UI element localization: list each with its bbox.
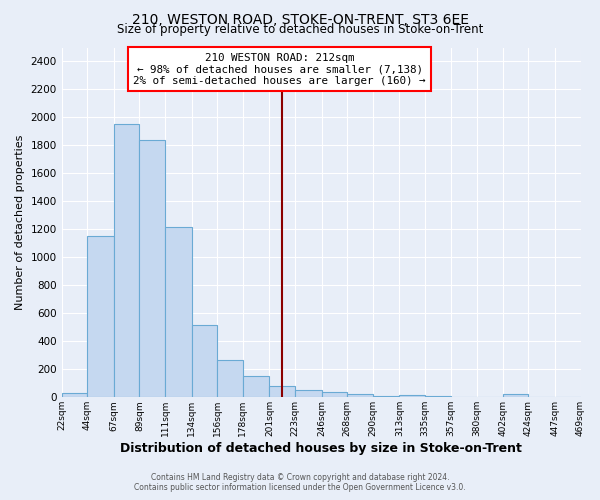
Bar: [503, 394, 528, 398]
Bar: [295, 390, 322, 398]
Bar: [425, 396, 451, 398]
Bar: [322, 392, 347, 398]
Bar: [269, 386, 295, 398]
Bar: [191, 324, 217, 398]
Bar: [165, 226, 191, 398]
Bar: [347, 394, 373, 398]
Text: 210 WESTON ROAD: 212sqm
← 98% of detached houses are smaller (7,138)
2% of semi-: 210 WESTON ROAD: 212sqm ← 98% of detache…: [133, 52, 426, 86]
Text: Size of property relative to detached houses in Stoke-on-Trent: Size of property relative to detached ho…: [117, 22, 483, 36]
Bar: [528, 396, 555, 398]
X-axis label: Distribution of detached houses by size in Stoke-on-Trent: Distribution of detached houses by size …: [120, 442, 522, 455]
Bar: [139, 140, 165, 398]
Y-axis label: Number of detached properties: Number of detached properties: [15, 134, 25, 310]
Bar: [243, 376, 269, 398]
Bar: [400, 395, 425, 398]
Bar: [62, 393, 87, 398]
Bar: [114, 124, 139, 398]
Text: Contains HM Land Registry data © Crown copyright and database right 2024.
Contai: Contains HM Land Registry data © Crown c…: [134, 473, 466, 492]
Bar: [87, 236, 114, 398]
Bar: [451, 396, 477, 398]
Bar: [217, 360, 243, 398]
Text: 210, WESTON ROAD, STOKE-ON-TRENT, ST3 6EE: 210, WESTON ROAD, STOKE-ON-TRENT, ST3 6E…: [131, 12, 469, 26]
Bar: [373, 396, 400, 398]
